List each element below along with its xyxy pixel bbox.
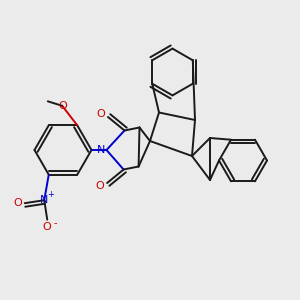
Text: N: N [97, 145, 105, 155]
Text: O: O [96, 109, 105, 119]
Text: O: O [58, 101, 67, 111]
Text: O: O [95, 181, 104, 191]
Text: O: O [43, 222, 52, 232]
Text: -: - [54, 218, 57, 228]
Text: N: N [40, 195, 48, 205]
Text: +: + [47, 190, 54, 199]
Text: O: O [14, 198, 22, 208]
